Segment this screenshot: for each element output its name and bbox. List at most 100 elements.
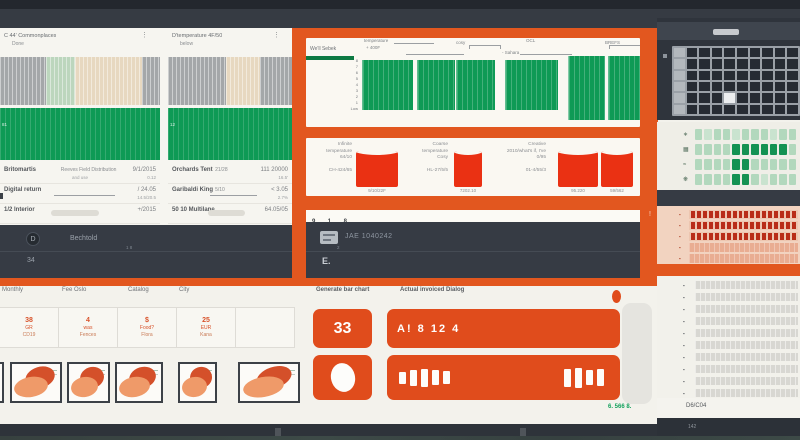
list-row[interactable]: ▪ (683, 305, 798, 313)
heatmap-cells (695, 174, 796, 185)
grid-cell[interactable] (749, 59, 761, 69)
grid-cell[interactable] (711, 93, 723, 103)
grid-cell[interactable] (674, 81, 685, 92)
grid-cell[interactable] (724, 48, 735, 58)
stat-card[interactable]: 4 was Fences (59, 308, 118, 347)
thumbnail[interactable] (67, 362, 110, 403)
grid-cell[interactable] (787, 59, 798, 69)
grid-cell[interactable] (787, 104, 798, 114)
list-row[interactable]: ▪ (683, 377, 798, 385)
grid-cell[interactable] (774, 59, 786, 69)
grid-cell[interactable] (737, 81, 748, 92)
grid-cell[interactable] (762, 70, 773, 80)
list-row[interactable]: ▪ (683, 329, 798, 337)
grid-cell[interactable] (686, 104, 698, 114)
grid-cell[interactable] (749, 93, 761, 103)
row-icon: ▪ (683, 366, 685, 372)
kpi-bar-button[interactable]: A! 8 12 4 (387, 309, 620, 348)
grid-cell[interactable] (711, 59, 723, 69)
heatmap-dot (791, 211, 796, 218)
thumb-blob-light (180, 375, 208, 400)
kpi-number-button[interactable]: 33 (313, 309, 372, 348)
grid-cell[interactable] (699, 48, 710, 58)
grid-cell[interactable] (699, 81, 710, 92)
grid-cell[interactable] (686, 48, 698, 58)
console-value: 34 (27, 257, 35, 264)
tab-strip: 9 1 8 ! (306, 210, 651, 225)
thumbnail[interactable] (178, 362, 217, 403)
grid-cell[interactable] (674, 104, 685, 114)
grid-cell[interactable] (774, 70, 786, 80)
grid-cell[interactable] (787, 70, 798, 80)
row-icon: ▪ (679, 234, 681, 239)
grid-cell[interactable] (724, 93, 735, 103)
stat-card[interactable] (236, 308, 295, 347)
thumbnail[interactable] (0, 362, 4, 403)
grid-cell[interactable] (686, 93, 698, 103)
grid-cell[interactable] (724, 104, 735, 114)
grid-cell[interactable] (674, 59, 685, 69)
grid-cell[interactable] (699, 70, 710, 80)
red-bar-block (601, 151, 633, 187)
grid-cell[interactable] (724, 59, 735, 69)
grid-cell[interactable] (774, 93, 786, 103)
grid-cell[interactable] (762, 104, 773, 114)
grid-cell[interactable] (711, 81, 723, 92)
list-row[interactable]: ▪ (683, 353, 798, 361)
grid-cell[interactable] (749, 70, 761, 80)
grid-cell[interactable] (737, 59, 748, 69)
grid-cell[interactable] (737, 48, 748, 58)
thumbnail[interactable] (115, 362, 163, 403)
grid-cell[interactable] (774, 48, 786, 58)
grid-cell[interactable] (787, 48, 798, 58)
grid-cell[interactable] (699, 59, 710, 69)
stat-card[interactable]: $ Food? Flora (118, 308, 177, 347)
grid-cell[interactable] (774, 81, 786, 92)
grid-cell[interactable] (724, 70, 735, 80)
stat-card[interactable]: 38 GR CD19 (0, 308, 59, 347)
grid-cell[interactable] (699, 93, 710, 103)
grid-cell[interactable] (686, 70, 698, 80)
grid-cell[interactable] (737, 104, 748, 114)
grid-cell[interactable] (762, 48, 773, 58)
grid-cell[interactable] (762, 81, 773, 92)
grid-cell[interactable] (749, 81, 761, 92)
thumbnail[interactable] (10, 362, 62, 403)
grid-cell[interactable] (762, 59, 773, 69)
grid-cell[interactable] (762, 93, 773, 103)
grid-cell[interactable] (749, 48, 761, 58)
list-row[interactable]: ▪ (683, 365, 798, 373)
list-row[interactable]: ▪ (683, 281, 798, 289)
grid-cell[interactable] (787, 81, 798, 92)
list-row[interactable]: ▪ (683, 389, 798, 397)
grid-cell[interactable] (699, 104, 710, 114)
scrollbar-pill[interactable] (622, 303, 652, 404)
row-icon: ▪ (683, 306, 685, 312)
stat-card[interactable]: 25 EUR Kana (177, 308, 236, 347)
heatmap-dot (791, 233, 796, 240)
grid-cell[interactable] (711, 48, 723, 58)
grid-cell[interactable] (711, 70, 723, 80)
grid-cell[interactable] (686, 59, 698, 69)
grid-cell[interactable] (737, 70, 748, 80)
kebab-menu-icon[interactable]: ⋮ (141, 32, 148, 39)
list-bar (695, 329, 798, 337)
grid-cell[interactable] (749, 104, 761, 114)
grid-cell[interactable] (674, 93, 685, 103)
grid-cell[interactable] (711, 104, 723, 114)
kebab-menu-icon[interactable]: ⋮ (273, 32, 280, 39)
grid-cell[interactable] (724, 81, 735, 92)
list-row[interactable]: ▪ (683, 317, 798, 325)
thumbnail[interactable] (238, 362, 300, 403)
grid-cell[interactable] (686, 81, 698, 92)
grid-cell[interactable] (787, 93, 798, 103)
grid-cell[interactable] (674, 48, 685, 58)
grid-cell[interactable] (737, 93, 748, 103)
grid-cell[interactable] (674, 70, 685, 80)
list-row[interactable]: ▪ (683, 341, 798, 349)
kpi-egg-button[interactable] (313, 355, 372, 400)
row-sub-value: 2.7% (277, 195, 288, 200)
grid-cell[interactable] (774, 104, 786, 114)
list-row[interactable]: ▪ (683, 293, 798, 301)
kpi-blocks-button[interactable] (387, 355, 620, 400)
